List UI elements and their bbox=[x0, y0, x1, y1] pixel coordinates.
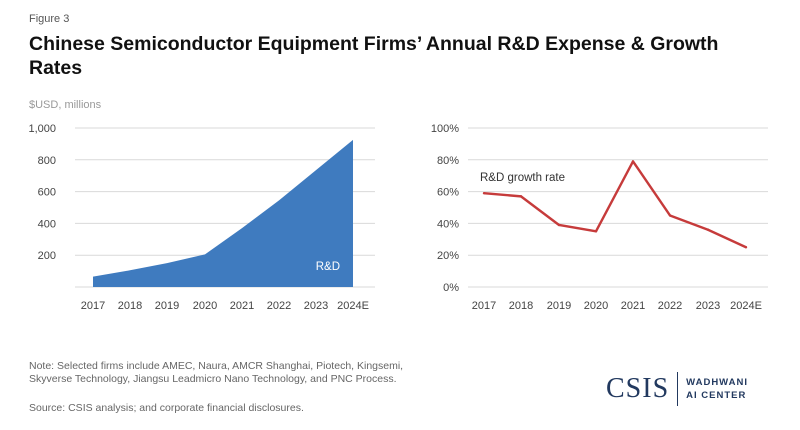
data-point bbox=[557, 223, 561, 227]
data-point bbox=[706, 228, 710, 231]
data-point bbox=[482, 191, 486, 195]
x-tick-label: 2022 bbox=[267, 300, 291, 312]
y-axis-unit-label: $USD, millions bbox=[29, 99, 102, 111]
x-tick-label: 2019 bbox=[155, 300, 179, 312]
x-tick-label: 2018 bbox=[118, 300, 142, 312]
rd-growth-line bbox=[483, 160, 747, 249]
y-tick-label: 80% bbox=[437, 155, 459, 167]
rd-expense-area bbox=[93, 139, 353, 287]
logo-org: CSIS bbox=[606, 373, 670, 404]
logo-divider bbox=[677, 372, 679, 406]
logo-center-name: WADHWANI AI CENTER bbox=[686, 376, 748, 402]
y-tick-label: 600 bbox=[38, 187, 56, 199]
x-tick-label: 2024E bbox=[337, 300, 369, 312]
x-tick-label: 2017 bbox=[81, 300, 105, 312]
x-tick-label: 2023 bbox=[696, 300, 720, 312]
y-tick-label: 1,000 bbox=[28, 123, 56, 135]
logo-line-2: AI CENTER bbox=[686, 390, 747, 401]
y-tick-label: 60% bbox=[437, 187, 459, 199]
csis-logo: CSIS WADHWANI AI CENTER bbox=[606, 370, 748, 408]
data-point bbox=[519, 195, 523, 198]
data-point bbox=[594, 230, 598, 233]
data-point bbox=[668, 214, 672, 217]
x-tick-label: 2017 bbox=[472, 300, 496, 312]
x-tick-label: 2022 bbox=[658, 300, 682, 312]
x-tick-label: 2020 bbox=[584, 300, 608, 312]
y-tick-label: 100% bbox=[431, 123, 459, 135]
y-tick-label: 40% bbox=[437, 218, 459, 230]
x-tick-label: 2024E bbox=[730, 300, 762, 312]
figure-label: Figure 3 bbox=[29, 13, 70, 25]
series-label-growth: R&D growth rate bbox=[480, 172, 565, 184]
y-tick-label: 800 bbox=[38, 155, 56, 167]
y-tick-label: 0% bbox=[443, 282, 459, 294]
x-tick-label: 2018 bbox=[509, 300, 533, 312]
chart-source: Source: CSIS analysis; and corporate fin… bbox=[29, 402, 304, 414]
y-tick-label: 200 bbox=[38, 250, 56, 262]
x-tick-label: 2019 bbox=[547, 300, 571, 312]
data-point bbox=[631, 160, 635, 163]
data-point bbox=[744, 246, 748, 249]
x-tick-label: 2023 bbox=[304, 300, 328, 312]
x-tick-label: 2021 bbox=[230, 300, 254, 312]
chart-title: Chinese Semiconductor Equipment Firms’ A… bbox=[29, 33, 719, 79]
y-tick-label: 20% bbox=[437, 250, 459, 262]
x-tick-label: 2020 bbox=[193, 300, 217, 312]
chart-note: Note: Selected firms include AMEC, Naura… bbox=[29, 360, 404, 385]
series-label-rd: R&D bbox=[316, 261, 340, 273]
logo-line-1: WADHWANI bbox=[686, 377, 748, 388]
x-tick-label: 2021 bbox=[621, 300, 645, 312]
y-tick-label: 400 bbox=[38, 218, 56, 230]
